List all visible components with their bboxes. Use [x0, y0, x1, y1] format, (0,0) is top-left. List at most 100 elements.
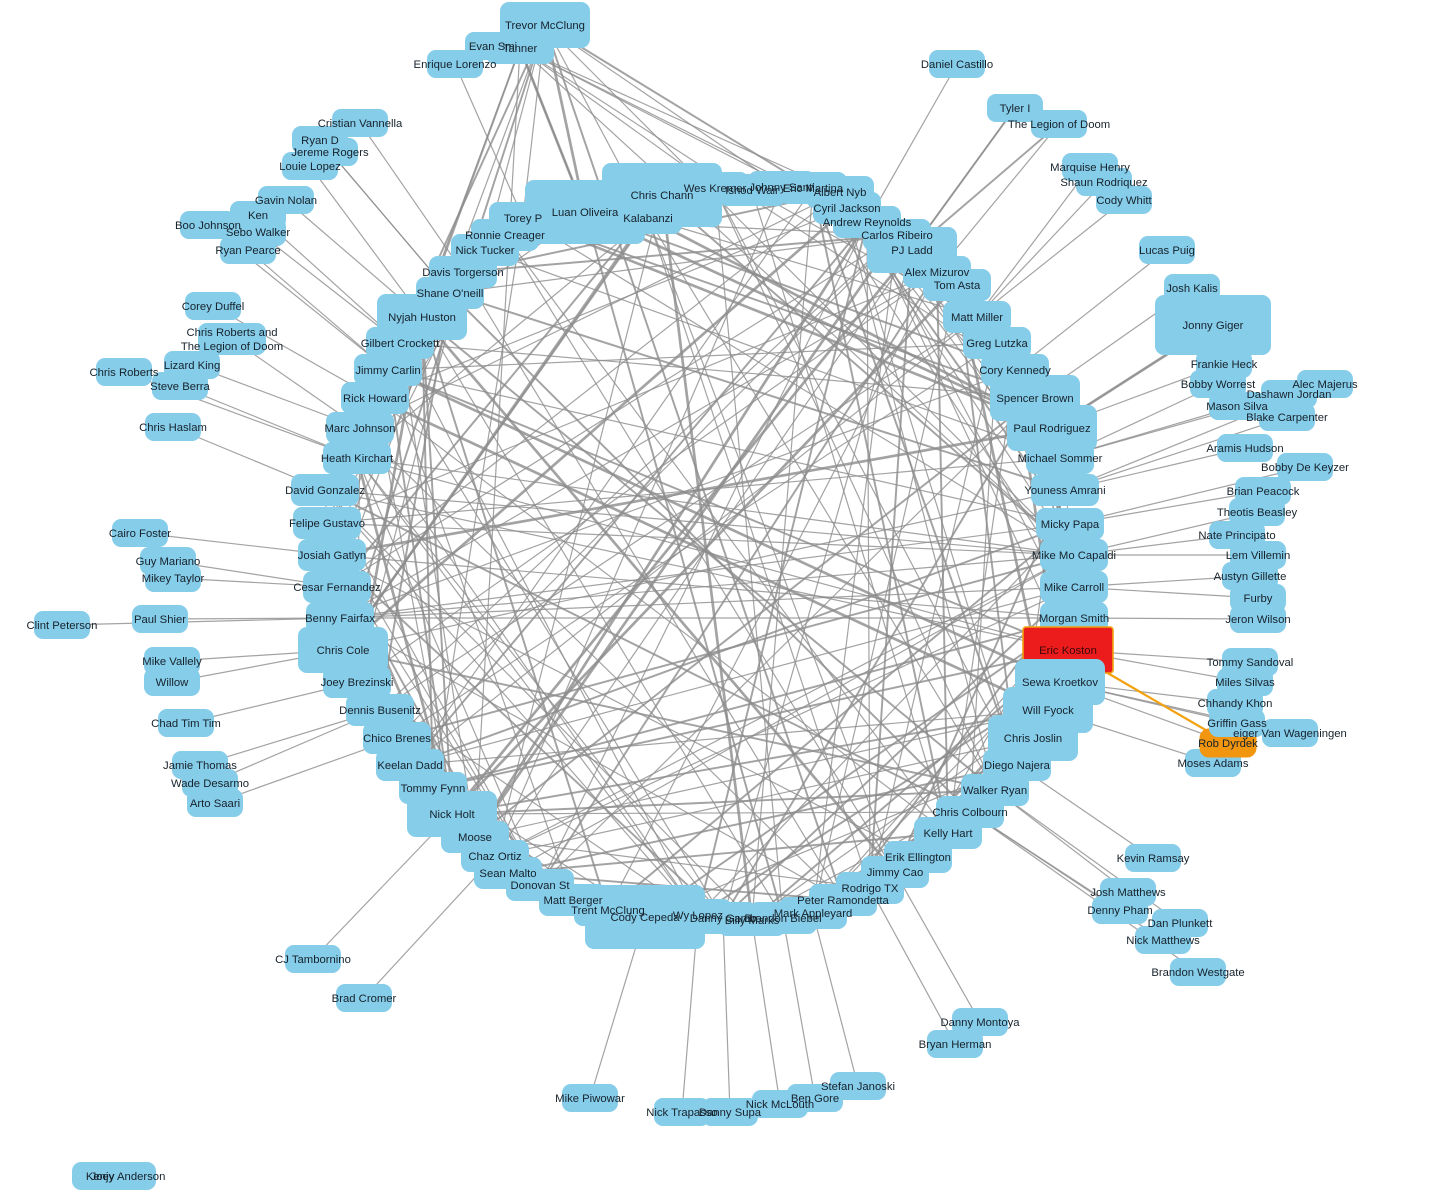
svg-text:Dennis Busenitz: Dennis Busenitz [339, 705, 421, 717]
svg-text:Sebo Walker: Sebo Walker [226, 227, 290, 239]
svg-text:Kalabanzi: Kalabanzi [623, 213, 673, 225]
svg-text:Nick Holt: Nick Holt [429, 809, 475, 821]
svg-text:Stefan Janoski: Stefan Janoski [821, 1081, 895, 1093]
svg-text:Spencer Brown: Spencer Brown [996, 393, 1073, 405]
svg-text:Chhandy Khon: Chhandy Khon [1198, 698, 1273, 710]
svg-text:Mikey Taylor: Mikey Taylor [142, 573, 205, 585]
svg-text:Luan Oliveira: Luan Oliveira [552, 207, 619, 219]
svg-text:Bobby De Keyzer: Bobby De Keyzer [1261, 462, 1349, 474]
svg-text:Marc Johnson: Marc Johnson [325, 423, 396, 435]
svg-text:Dashawn Jordan: Dashawn Jordan [1247, 389, 1332, 401]
svg-text:Moose: Moose [458, 832, 492, 844]
svg-text:Josiah Gatlyn: Josiah Gatlyn [298, 550, 366, 562]
svg-text:Lizard King: Lizard King [164, 360, 221, 372]
svg-text:Lucas Puig: Lucas Puig [1139, 245, 1195, 257]
svg-text:Corey Duffel: Corey Duffel [182, 301, 245, 313]
svg-text:Josh Matthews: Josh Matthews [1090, 887, 1166, 899]
svg-text:Gavin Nolan: Gavin Nolan [255, 195, 317, 207]
svg-text:Rick Howard: Rick Howard [343, 393, 407, 405]
svg-text:Brandon Westgate: Brandon Westgate [1151, 967, 1244, 979]
svg-text:Will Fyock: Will Fyock [1022, 705, 1074, 717]
svg-text:Ryan Pearce: Ryan Pearce [215, 245, 280, 257]
svg-text:Nate Principato: Nate Principato [1198, 530, 1275, 542]
svg-text:Carlos Ribeiro: Carlos Ribeiro [861, 230, 933, 242]
svg-text:Joey Brezinski: Joey Brezinski [321, 677, 394, 689]
svg-text:Marquise Henry: Marquise Henry [1050, 162, 1130, 174]
svg-text:Shaun Rodriquez: Shaun Rodriquez [1060, 177, 1148, 189]
svg-text:The Legion of Doom: The Legion of Doom [181, 341, 283, 353]
svg-text:Jonny Giger: Jonny Giger [1183, 320, 1244, 332]
svg-text:Jimmy Carlin: Jimmy Carlin [355, 365, 420, 377]
svg-text:Guy Mariano: Guy Mariano [136, 556, 201, 568]
svg-text:Evan Smi: Evan Smi [469, 41, 517, 53]
svg-text:Ken: Ken [248, 210, 268, 222]
svg-text:Brad Cromer: Brad Cromer [332, 993, 397, 1005]
svg-text:Cody Whitt: Cody Whitt [1096, 195, 1152, 207]
svg-text:Wy Lopez: Wy Lopez [673, 910, 723, 922]
svg-text:Mike Vallely: Mike Vallely [142, 656, 202, 668]
svg-text:Chad Tim Tim: Chad Tim Tim [151, 718, 221, 730]
svg-text:Blake Carpenter: Blake Carpenter [1246, 412, 1328, 424]
svg-text:Chico Brenes: Chico Brenes [363, 733, 431, 745]
svg-text:Wade Desarmo: Wade Desarmo [171, 778, 249, 790]
svg-text:Nick Tucker: Nick Tucker [455, 245, 514, 257]
svg-text:Shane O'neill: Shane O'neill [417, 288, 484, 300]
svg-text:Bobby Worrest: Bobby Worrest [1181, 379, 1256, 391]
svg-text:CJ Tambornino: CJ Tambornino [275, 954, 351, 966]
svg-text:Kevin Ramsay: Kevin Ramsay [1117, 853, 1190, 865]
svg-text:Cristian Vannella: Cristian Vannella [318, 118, 403, 130]
svg-text:Jimmy Cao: Jimmy Cao [867, 867, 924, 879]
svg-text:Alex Mizurov: Alex Mizurov [905, 267, 970, 279]
svg-text:Frankie Heck: Frankie Heck [1191, 359, 1258, 371]
svg-text:Cairo Foster: Cairo Foster [109, 528, 171, 540]
svg-text:Ronnie Creager: Ronnie Creager [465, 230, 545, 242]
svg-text:Josh Kalis: Josh Kalis [1166, 283, 1218, 295]
svg-text:Joey Anderson: Joey Anderson [91, 1171, 166, 1183]
svg-text:Jamie Thomas: Jamie Thomas [163, 760, 237, 772]
svg-text:Lem Villemin: Lem Villemin [1226, 550, 1290, 562]
svg-text:Donovan St: Donovan St [510, 880, 570, 892]
svg-text:Walker Ryan: Walker Ryan [963, 785, 1027, 797]
svg-text:Gilbert Crockett: Gilbert Crockett [361, 338, 440, 350]
svg-text:Torey P: Torey P [504, 213, 542, 225]
svg-text:Benny Fairfax: Benny Fairfax [305, 613, 375, 625]
svg-text:Danny Montoya: Danny Montoya [940, 1017, 1020, 1029]
svg-text:David Gonzalez: David Gonzalez [285, 485, 365, 497]
svg-text:Youness Amrani: Youness Amrani [1024, 485, 1105, 497]
svg-text:Erik Ellington: Erik Ellington [885, 852, 951, 864]
svg-text:Steve Berra: Steve Berra [150, 381, 210, 393]
svg-text:Austyn Gillette: Austyn Gillette [1214, 571, 1287, 583]
svg-text:Chris Cole: Chris Cole [317, 645, 370, 657]
svg-text:Dan Plunkett: Dan Plunkett [1148, 918, 1214, 930]
svg-text:Eric Koston: Eric Koston [1039, 645, 1097, 657]
svg-text:Micky Papa: Micky Papa [1041, 519, 1100, 531]
svg-text:Denny Pham: Denny Pham [1087, 905, 1152, 917]
svg-text:Arto Saari: Arto Saari [190, 798, 240, 810]
svg-text:Mike Carroll: Mike Carroll [1044, 582, 1104, 594]
svg-text:Diego Najera: Diego Najera [984, 760, 1051, 772]
svg-text:Chris Roberts and: Chris Roberts and [186, 327, 277, 339]
svg-text:Mason Silva: Mason Silva [1206, 401, 1268, 413]
svg-text:Miles Silvas: Miles Silvas [1215, 677, 1275, 689]
svg-text:Jereme Rogers: Jereme Rogers [291, 147, 369, 159]
svg-text:Matt Miller: Matt Miller [951, 312, 1003, 324]
svg-text:Nick Matthews: Nick Matthews [1126, 935, 1200, 947]
svg-text:Clint Peterson: Clint Peterson [27, 620, 98, 632]
svg-text:Jeron Wilson: Jeron Wilson [1225, 614, 1290, 626]
svg-text:Aramis Hudson: Aramis Hudson [1206, 443, 1283, 455]
svg-text:Brian Peacock: Brian Peacock [1227, 486, 1300, 498]
svg-text:Tommy Fynn: Tommy Fynn [401, 783, 466, 795]
svg-text:Mike Piwowar: Mike Piwowar [555, 1093, 625, 1105]
svg-text:Ryan D: Ryan D [301, 135, 339, 147]
svg-text:Willow: Willow [156, 677, 189, 689]
svg-text:Trevor McClung: Trevor McClung [505, 20, 585, 32]
svg-text:Ben Gore: Ben Gore [791, 1093, 839, 1105]
svg-text:Chris Haslam: Chris Haslam [139, 422, 207, 434]
svg-text:Sean Malto: Sean Malto [479, 868, 536, 880]
svg-text:Chris Joslin: Chris Joslin [1004, 733, 1062, 745]
svg-text:Griffin Gass: Griffin Gass [1207, 718, 1267, 730]
svg-text:Matt Berger: Matt Berger [543, 895, 602, 907]
svg-text:Nyjah Huston: Nyjah Huston [388, 312, 456, 324]
svg-text:Cory Kennedy: Cory Kennedy [979, 365, 1051, 377]
svg-text:Bryan Herman: Bryan Herman [919, 1039, 992, 1051]
